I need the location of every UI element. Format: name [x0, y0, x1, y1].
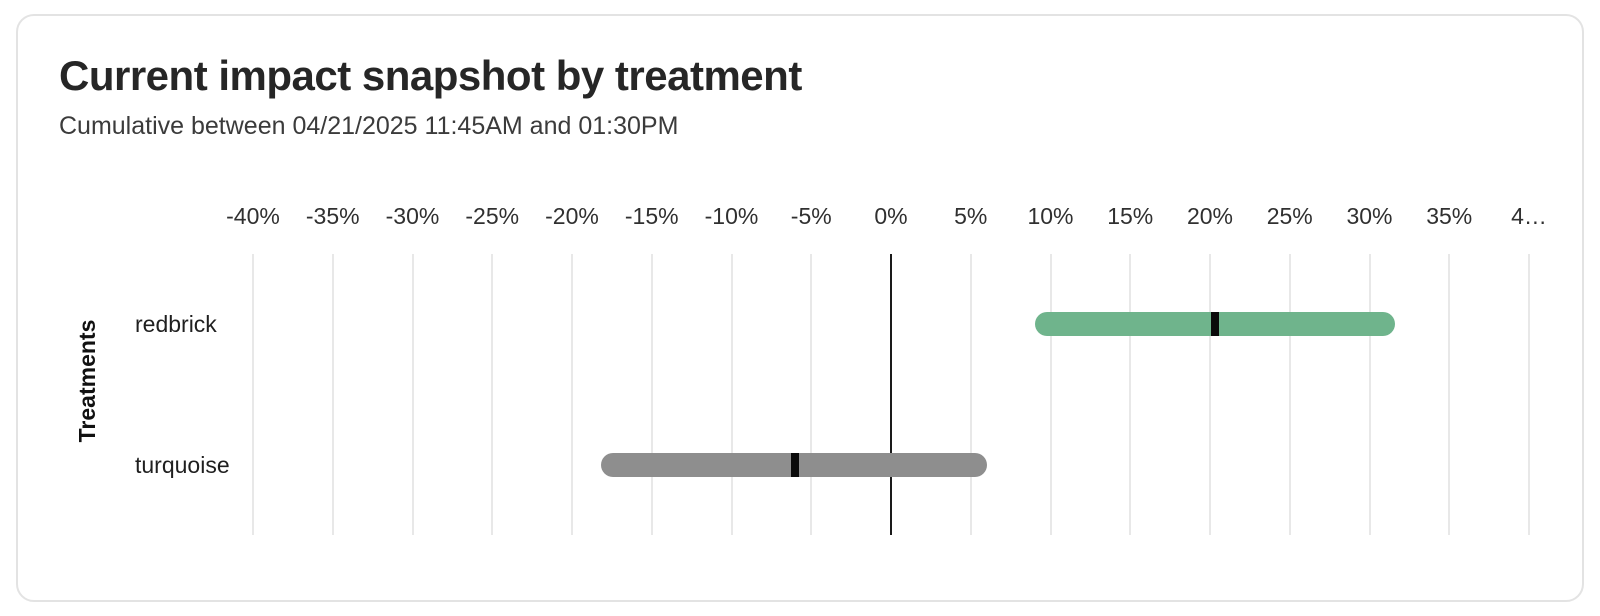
gridline	[730, 254, 733, 535]
gridline	[411, 254, 414, 535]
x-tick-label: -30%	[385, 203, 440, 229]
gridline	[810, 254, 813, 535]
gridline	[650, 254, 653, 535]
gridline	[252, 254, 254, 535]
gridline	[331, 254, 334, 535]
category-label-turquoise: turquoise	[135, 451, 230, 478]
gridline	[1288, 254, 1291, 535]
x-tick-label: 35%	[1426, 203, 1473, 229]
x-tick-label: -15%	[624, 203, 679, 229]
gridline	[571, 254, 573, 535]
x-tick-label: -10%	[704, 203, 759, 229]
chart-card: Current impact snapshot by treatment Cum…	[16, 14, 1584, 602]
gridline	[1049, 254, 1052, 535]
x-tick-label: -35%	[305, 203, 360, 229]
chart-title: Current impact snapshot by treatment	[59, 52, 802, 99]
x-tick-label: -20%	[545, 203, 599, 229]
chart-subtitle: Cumulative between 04/21/2025 11:45AM an…	[59, 112, 679, 140]
gridline	[1209, 254, 1211, 535]
x-tick-label: 10%	[1027, 203, 1074, 229]
y-axis-title-text: Treatments	[74, 319, 100, 443]
gridline	[1528, 254, 1530, 535]
x-tick-label: 0%	[874, 203, 908, 229]
category-label-redbrick: redbrick	[135, 311, 217, 338]
bar-marker-redbrick	[1210, 312, 1219, 337]
plot-area: -40% -35% -30% -25% -20% -15% -10% -5% 0% 5% 10% 15…	[18, 16, 1582, 600]
x-tick-label: 30%	[1346, 203, 1393, 229]
gridline	[491, 254, 494, 535]
zero-axis-line	[890, 254, 892, 535]
x-tick-label: -40%	[226, 203, 280, 229]
gridline	[1129, 254, 1132, 535]
gridline	[1368, 254, 1371, 535]
x-tick-label: 5%	[954, 203, 988, 229]
x-tick-label: -25%	[465, 203, 520, 229]
bar-marker-turquoise	[791, 452, 800, 477]
x-tick-label: 25%	[1266, 203, 1313, 229]
x-tick-label: 4…	[1511, 203, 1547, 229]
x-tick-label: -5%	[790, 203, 832, 229]
x-tick-label: 15%	[1107, 203, 1154, 229]
gridline	[969, 254, 972, 535]
gridline	[1448, 254, 1451, 535]
x-tick-label: 20%	[1186, 203, 1234, 229]
